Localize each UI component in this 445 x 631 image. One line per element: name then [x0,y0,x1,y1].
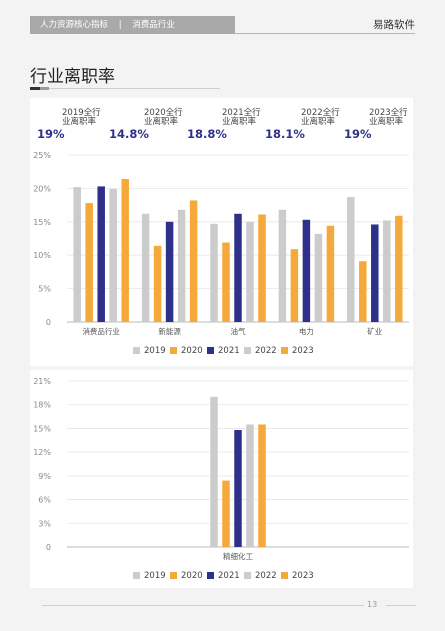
bar-2021 [371,224,379,322]
y-tick-label: 3% [38,519,51,528]
legend-label: 2022 [255,346,277,356]
bar-2021 [302,219,311,322]
bar-2022 [246,221,254,322]
x-tick-label: 精细化工 [223,551,253,561]
y-tick-label: 5% [38,285,51,294]
stat-value: 18.1% [265,127,305,141]
bar-2022 [177,209,186,322]
y-tick-label: 6% [38,496,51,505]
bar-2023 [326,225,335,322]
legend-label: 2020 [181,346,203,356]
legend-swatch [133,347,140,354]
y-tick-label: 15% [33,424,51,433]
y-tick-label: 0 [46,318,51,327]
legend-label: 2023 [292,346,314,356]
stat-label: 2020全行业离职率 [144,108,183,127]
y-tick-label: 20% [33,184,51,193]
footer-line [42,605,364,606]
bar-2022 [246,424,254,547]
stat-label: 2019全行业离职率 [62,108,101,127]
x-tick-label: 矿业 [367,326,382,336]
y-tick-label: 21% [33,377,51,386]
legend-swatch [281,572,288,579]
stat-value: 14.8% [109,127,149,141]
y-tick-label: 12% [33,448,51,457]
stat-value: 19% [37,127,65,141]
bar-2021 [97,186,105,322]
x-tick-label: 消费品行业 [82,326,120,336]
bar-2019 [73,187,81,322]
industry-turnover-chart: 0 5% 10% 15% 20% 25% 消费品行业 新能源 油气 电力 矿业 2019 2020 202… [33,151,409,356]
legend-label: 2022 [255,571,277,581]
bar-2019 [141,213,150,322]
title-accent-gray [40,87,49,90]
bar-2021 [165,221,174,322]
stat-label: 2022全行业离职率 [301,108,340,127]
bar-2020 [290,249,299,322]
bar-2023 [258,214,266,322]
y-tick-label: 25% [33,151,51,160]
bar-2022 [383,220,391,322]
bar-2020 [153,245,162,322]
stat-label: 2023全行业离职率 [369,108,408,127]
y-tick-label: 15% [33,218,51,227]
legend-label: 2021 [218,571,240,581]
header-bar [30,16,235,34]
header-divider [235,33,415,34]
title-underline [30,88,220,89]
x-tick-label: 油气 [231,326,246,336]
bar-2023 [121,179,129,322]
page-number: 13 [367,600,378,609]
x-tick-label: 电力 [299,326,314,336]
bar-2021 [234,430,242,547]
legend-swatch [207,572,214,579]
header-separator: | [118,20,122,30]
bar-2019 [347,197,355,322]
stat-value: 19% [344,127,372,141]
brand-name: 易路软件 [373,19,415,31]
stat-value: 18.8% [187,127,227,141]
bar-2019 [210,223,218,322]
y-tick-label: 9% [38,472,51,481]
x-tick-label: 新能源 [158,326,181,336]
fine-chemical-turnover-chart: 0 3% 6% 9% 12% 15% 18% 21% 精细化工 2019 2020 2021 2022 2… [33,377,409,581]
y-tick-label: 18% [33,401,51,410]
legend-label: 2019 [144,346,166,356]
header-subsection: 消费品行业 [132,20,175,30]
legend-swatch [207,347,214,354]
bar-2020 [222,242,230,322]
legend-swatch [244,347,251,354]
title-accent-dark [30,87,40,90]
header-section: 人力资源核心指标 [40,20,109,30]
header-breadcrumb: 人力资源核心指标 | 消费品行业 [40,18,175,30]
bar-2023 [258,424,266,547]
bar-2021 [234,213,242,322]
legend-swatch [244,572,251,579]
legend-label: 2019 [144,571,166,581]
y-tick-label: 10% [33,251,51,260]
legend-label: 2021 [218,346,240,356]
bar-2020 [85,203,93,322]
bar-2019 [278,209,287,322]
bar-2019 [210,396,218,547]
stat-label: 2021全行业离职率 [222,108,261,127]
legend-swatch [133,572,140,579]
bar-2020 [222,480,230,547]
page-title: 行业离职率 [30,67,115,87]
y-tick-label: 0 [46,543,51,552]
chart-card-bottom [30,370,413,588]
legend-swatch [170,347,177,354]
bar-2022 [314,233,323,322]
footer-line-right [386,605,416,606]
bar-2023 [189,200,198,322]
legend-label: 2023 [292,571,314,581]
legend-label: 2020 [181,571,203,581]
legend-swatch [281,347,288,354]
bar-2020 [359,261,367,322]
legend-swatch [170,572,177,579]
bar-2022 [109,189,117,322]
bar-2023 [395,215,403,322]
